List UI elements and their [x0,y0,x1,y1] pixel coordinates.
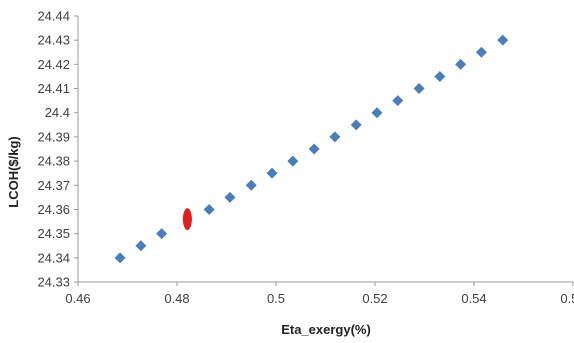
y-tick-label: 24.4 [45,105,70,120]
y-tick-label: 24.38 [37,154,70,169]
data-point-diamond [413,83,425,95]
x-axis-title: Eta_exergy(%) [281,322,371,337]
x-tick-label: 0.46 [65,291,90,306]
x-tick-label: 0.54 [461,291,486,306]
data-point-diamond [308,143,320,155]
x-tick-label: 0.52 [362,291,387,306]
x-axis-ticks: 0.46 0.48 0.5 0.52 0.54 0.56 [65,282,574,306]
y-tick-label: 24.44 [37,9,70,24]
data-point-diamond [455,58,467,70]
data-point-diamond [434,70,446,82]
data-point-diamond [329,131,341,143]
x-tick-label: 0.56 [560,291,574,306]
y-tick-label: 24.36 [37,202,70,217]
data-points [114,34,509,264]
y-tick-label: 24.35 [37,226,70,241]
y-tick-label: 24.34 [37,250,70,265]
data-point-diamond [475,46,487,58]
data-point-diamond [497,34,509,46]
y-tick-label: 24.42 [37,57,70,72]
data-point-diamond [203,203,215,215]
y-tick-label: 24.37 [37,178,70,193]
data-point-highlight [182,208,192,231]
data-point-diamond [392,95,404,107]
data-point-diamond [135,240,147,252]
y-tick-label: 24.39 [37,129,70,144]
data-point-diamond [114,252,126,264]
data-point-diamond [156,228,168,240]
x-tick-label: 0.5 [267,291,285,306]
data-point-diamond [224,191,236,203]
data-point-diamond [350,119,362,131]
data-point-diamond [266,167,278,179]
y-tick-label: 24.33 [37,275,70,290]
data-point-diamond [287,155,299,167]
data-point-diamond [245,179,257,191]
y-axis-title: LCOH($/kg) [6,136,21,208]
y-tick-label: 24.43 [37,33,70,48]
x-tick-label: 0.48 [164,291,189,306]
y-tick-label: 24.41 [37,81,70,96]
plot-area [77,16,573,283]
data-point-diamond [371,107,383,119]
y-axis-ticks: 24.3324.3424.3524.3624.3724.3824.3924.42… [37,9,78,290]
